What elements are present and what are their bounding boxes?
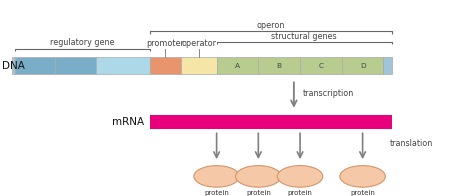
Text: promoter: promoter: [146, 39, 184, 48]
Text: DNA: DNA: [2, 61, 25, 71]
Ellipse shape: [277, 166, 323, 187]
Ellipse shape: [194, 166, 239, 187]
Text: protein
B: protein B: [246, 190, 271, 196]
Text: protein
A: protein A: [204, 190, 229, 196]
Bar: [55, 57, 96, 74]
Text: A: A: [235, 63, 240, 69]
Text: protein
D: protein D: [350, 190, 375, 196]
Bar: [15, 57, 55, 74]
Bar: [300, 57, 342, 74]
Text: D: D: [360, 63, 365, 69]
Bar: [150, 57, 181, 74]
Bar: [96, 57, 150, 74]
Bar: [258, 57, 300, 74]
Bar: [342, 57, 383, 74]
Bar: [217, 57, 258, 74]
Text: regulatory gene: regulatory gene: [50, 38, 115, 47]
Text: mRNA: mRNA: [112, 117, 145, 127]
Bar: [150, 115, 392, 129]
Bar: [181, 57, 217, 74]
Text: operon: operon: [257, 21, 285, 30]
Bar: [12, 57, 15, 74]
Text: C: C: [319, 63, 323, 69]
Text: protein
C: protein C: [288, 190, 312, 196]
Text: operator: operator: [182, 39, 217, 48]
Bar: [383, 57, 392, 74]
Text: structural genes: structural genes: [272, 32, 337, 41]
Text: transcription: transcription: [302, 89, 354, 98]
Ellipse shape: [340, 166, 385, 187]
Text: translation: translation: [390, 139, 433, 148]
Ellipse shape: [236, 166, 281, 187]
Text: B: B: [277, 63, 282, 69]
